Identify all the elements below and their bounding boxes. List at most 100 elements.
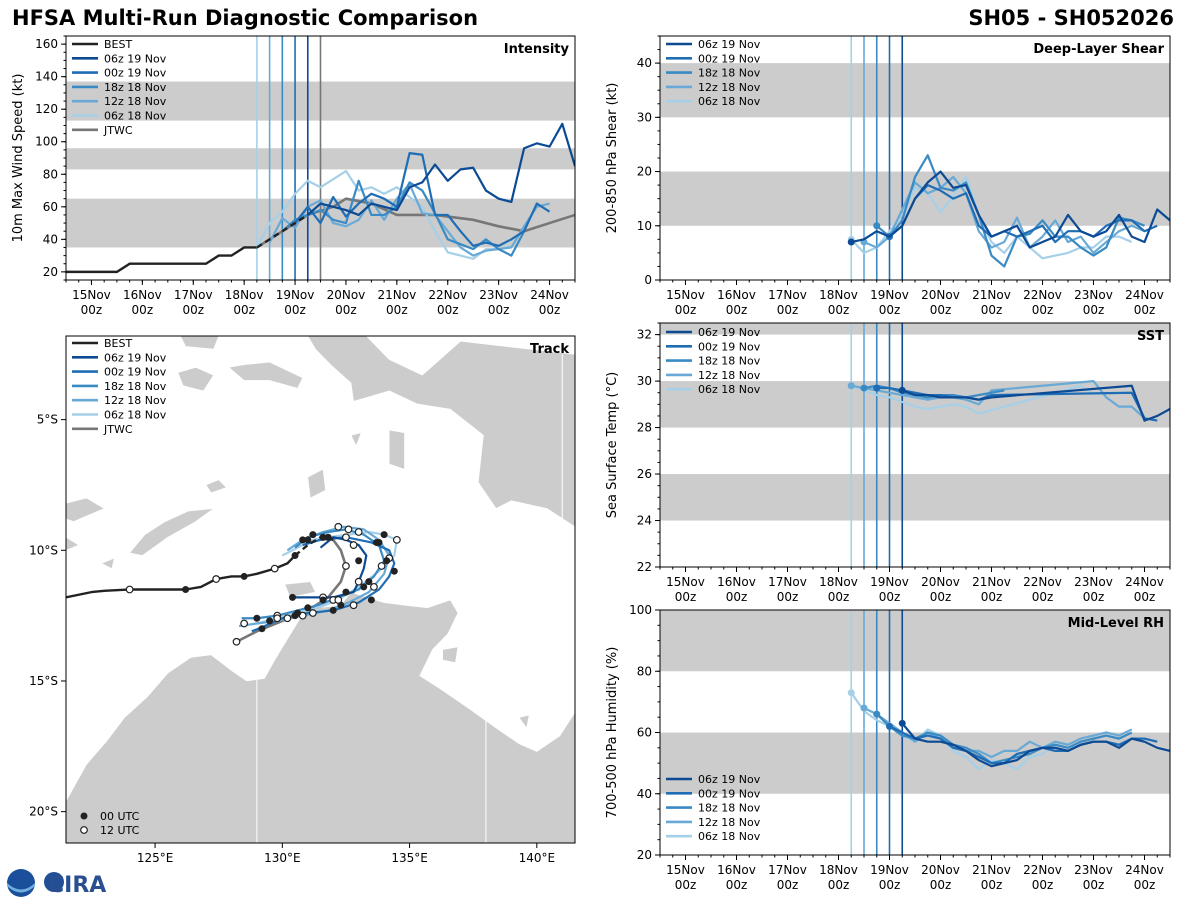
track-marker-00utc — [253, 614, 261, 622]
rh-xtick-label: 00z — [930, 878, 952, 892]
rh-legend-label: 18z 18 Nov — [698, 802, 761, 815]
sst-chart: 22242628303215Nov00z16Nov00z17Nov00z18No… — [605, 322, 1171, 604]
intensity-legend-label: 12z 18 Nov — [104, 95, 167, 108]
shear-xtick-label: 22Nov — [1023, 288, 1062, 302]
shear-ylabel: 200-850 hPa Shear (kt) — [605, 83, 620, 234]
track-marker-12utc — [232, 637, 241, 646]
intensity-xtick-label: 00z — [233, 303, 255, 317]
track-marker-00utc — [309, 531, 317, 539]
sst-xtick-label: 00z — [1032, 590, 1054, 604]
track-marker-00utc — [319, 533, 327, 541]
intensity-series-06z-19-nov — [307, 122, 575, 217]
sst-xtick-label: 17Nov — [768, 575, 807, 589]
intensity-xtick-label: 23Nov — [479, 288, 518, 302]
rh-xtick-label: 00z — [1134, 878, 1156, 892]
track-marker-00utc — [299, 536, 307, 544]
track-legend-label: 12z 18 Nov — [104, 394, 167, 407]
track-marker-12utc — [354, 577, 363, 586]
sst-ylabel: Sea Surface Temp (°C) — [605, 372, 620, 519]
sst-xtick-label: 15Nov — [666, 575, 705, 589]
track-chart: 125°E 130°E 135°E 140°E 5°S 10°S 15°S 20°S Track… — [29, 335, 576, 865]
shear-xtick-label: 17Nov — [768, 288, 807, 302]
track-marker-12utc — [308, 609, 317, 617]
track-legend-label: 06z 19 Nov — [104, 351, 167, 364]
intensity-xtick-label: 00z — [488, 303, 510, 317]
track-marker-12utc — [334, 522, 343, 531]
intensity-legend-label: 18z 18 Nov — [104, 81, 167, 94]
rh-xtick-label: 00z — [726, 878, 748, 892]
sst-ytick-label: 30 — [637, 374, 652, 388]
shear-xtick-label: 00z — [777, 303, 799, 317]
track-marker-00utc — [355, 557, 363, 565]
rh-ytick-label: 20 — [637, 848, 652, 862]
rh-xtick-label: 16Nov — [717, 863, 756, 877]
track-marker-00utc — [367, 596, 375, 604]
track-marker-00utc — [258, 625, 266, 633]
rh-legend-label: 00z 19 Nov — [698, 787, 761, 800]
sst-ytick-label: 28 — [637, 421, 652, 435]
intensity-title: Intensity — [504, 42, 570, 57]
intensity-ytick-label: 120 — [35, 102, 58, 116]
shear-legend-label: 12z 18 Nov — [698, 81, 761, 94]
intensity-ytick-label: 160 — [35, 37, 58, 51]
timor-land — [129, 508, 215, 556]
track-marker-00utc — [372, 538, 380, 546]
sst-xtick-label: 00z — [1083, 590, 1105, 604]
sst-ytick-label: 24 — [637, 514, 652, 528]
track-marker-00utc — [365, 578, 373, 586]
track-marker-00utc — [266, 617, 274, 625]
track-marker-00utc — [342, 588, 350, 596]
sst-xtick-label: 00z — [726, 590, 748, 604]
intensity-xtick-label: 16Nov — [123, 288, 162, 302]
sumba-land — [66, 536, 80, 551]
shear-ytick-label: 0 — [644, 273, 652, 287]
shear-xtick-label: 00z — [675, 303, 697, 317]
shear-xtick-label: 18Nov — [819, 288, 858, 302]
track-legend-label: 00z 19 Nov — [104, 366, 167, 379]
track-legend-label: 06z 18 Nov — [104, 409, 167, 422]
rh-series-00z-19-nov — [889, 725, 1158, 765]
track-marker-12utc — [240, 619, 249, 628]
intensity-plot — [66, 36, 575, 280]
page-title: HFSA Multi-Run Diagnostic Comparison — [12, 6, 479, 30]
best-marker-12utc — [270, 564, 279, 573]
sst-xtick-label: 18Nov — [819, 575, 858, 589]
sst-band-0 — [660, 474, 1170, 521]
intensity-best-line — [66, 246, 257, 274]
shear-series-18z-18-nov — [876, 154, 1145, 268]
track-marker-00utc — [304, 536, 312, 544]
shear-xtick-label: 00z — [828, 303, 850, 317]
tiwi-land — [284, 581, 316, 598]
intensity-xtick-label: 00z — [335, 303, 357, 317]
intensity-xtick-label: 22Nov — [428, 288, 467, 302]
buru-land — [177, 367, 215, 392]
rh-xtick-label: 00z — [675, 878, 697, 892]
shear-xtick-label: 00z — [726, 303, 748, 317]
shear-ytick-label: 10 — [637, 219, 652, 233]
intensity-ylabel: 10m Max Wind Speed (kt) — [11, 74, 26, 243]
track-marker-00utc — [289, 593, 297, 601]
sst-legend-label: 06z 18 Nov — [698, 383, 761, 396]
rh-plot — [847, 610, 1170, 855]
shear-legend-label: 18z 18 Nov — [698, 67, 761, 80]
rh-title: Mid-Level RH — [1068, 616, 1164, 631]
rh-xtick-label: 00z — [1083, 878, 1105, 892]
intensity-chart: 2040608010012014016015Nov00z16Nov00z17No… — [11, 35, 576, 317]
shear-xtick-label: 00z — [1032, 303, 1054, 317]
best-marker-12utc — [125, 585, 134, 594]
sst-xtick-label: 22Nov — [1023, 575, 1062, 589]
intensity-xtick-label: 20Nov — [327, 288, 366, 302]
best-marker-00utc — [240, 572, 248, 580]
shear-xtick-label: 24Nov — [1125, 288, 1164, 302]
track-marker-12utc — [377, 562, 386, 570]
intensity-legend-label: JTWC — [103, 124, 133, 137]
shear-xtick-label: 19Nov — [870, 288, 909, 302]
marker-legend-label: 00 UTC — [100, 810, 140, 823]
intensity-ytick-label: 140 — [35, 70, 58, 84]
intensity-series-18z-18-nov — [281, 179, 526, 257]
intensity-series-00z-19-nov — [294, 152, 551, 247]
track-marker-12utc — [283, 614, 292, 623]
track-marker-12utc — [392, 535, 401, 544]
intensity-xtick-label: 19Nov — [276, 288, 315, 302]
intensity-xtick-label: 21Nov — [377, 288, 416, 302]
